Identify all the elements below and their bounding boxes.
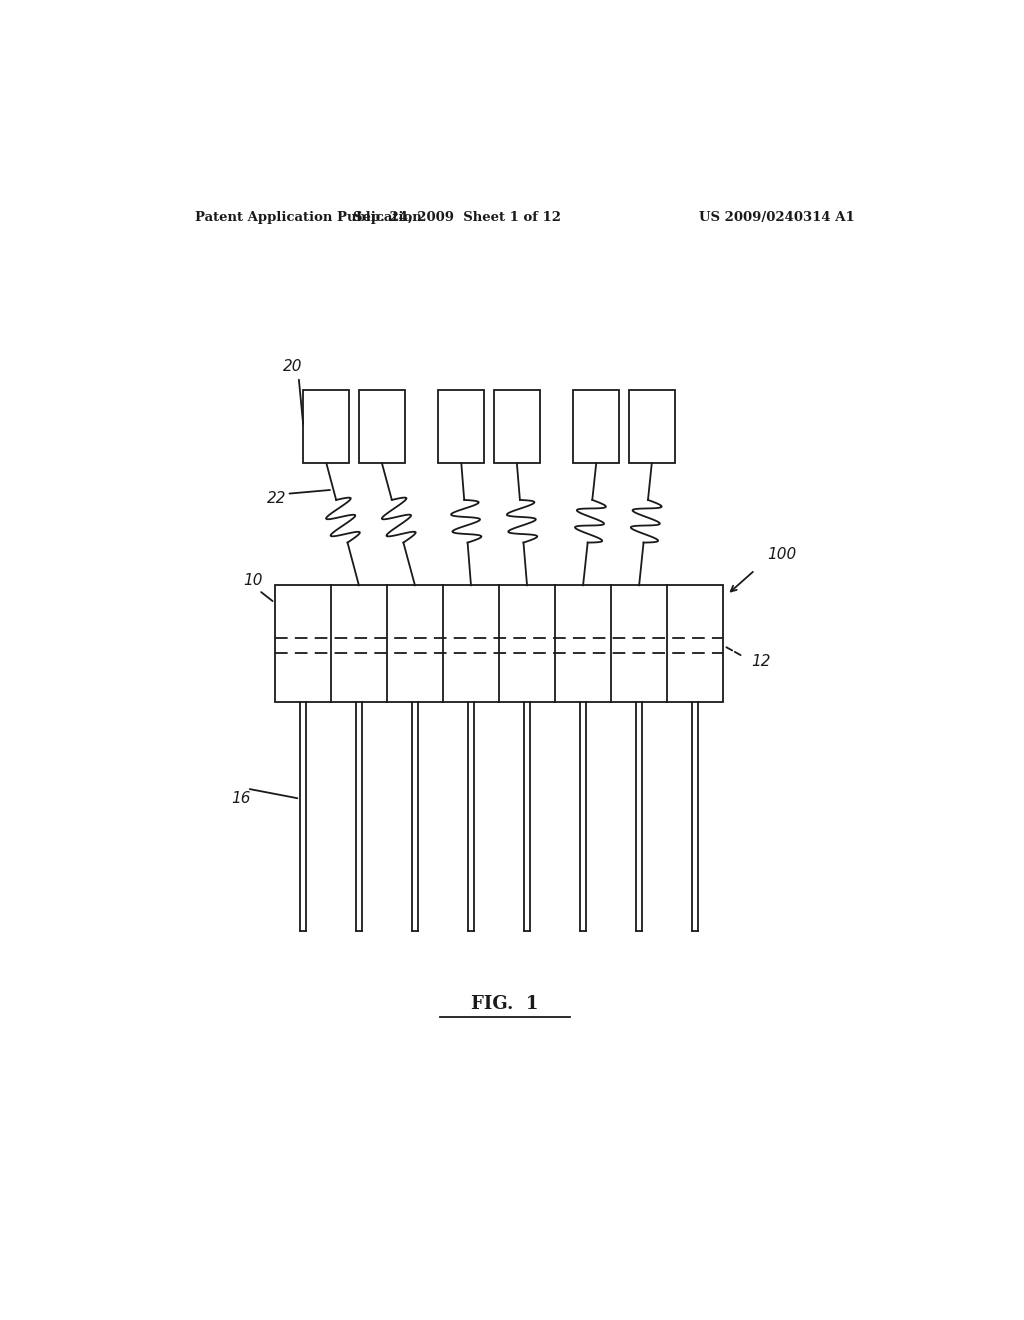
Bar	[573, 391, 620, 463]
Text: 10: 10	[243, 573, 262, 587]
Text: Sep. 24, 2009  Sheet 1 of 12: Sep. 24, 2009 Sheet 1 of 12	[353, 211, 561, 224]
Bar	[629, 391, 675, 463]
Bar	[438, 391, 484, 463]
Text: 22: 22	[267, 491, 287, 507]
Text: 12: 12	[751, 653, 770, 669]
Text: US 2009/0240314 A1: US 2009/0240314 A1	[699, 211, 855, 224]
Bar	[494, 391, 540, 463]
Bar	[303, 391, 349, 463]
Text: 20: 20	[283, 359, 302, 375]
Text: Patent Application Publication: Patent Application Publication	[196, 211, 422, 224]
Bar	[359, 391, 404, 463]
Bar	[274, 585, 723, 702]
Text: FIG.  1: FIG. 1	[471, 995, 539, 1012]
Text: 16: 16	[231, 791, 251, 807]
Text: 100: 100	[767, 548, 796, 562]
